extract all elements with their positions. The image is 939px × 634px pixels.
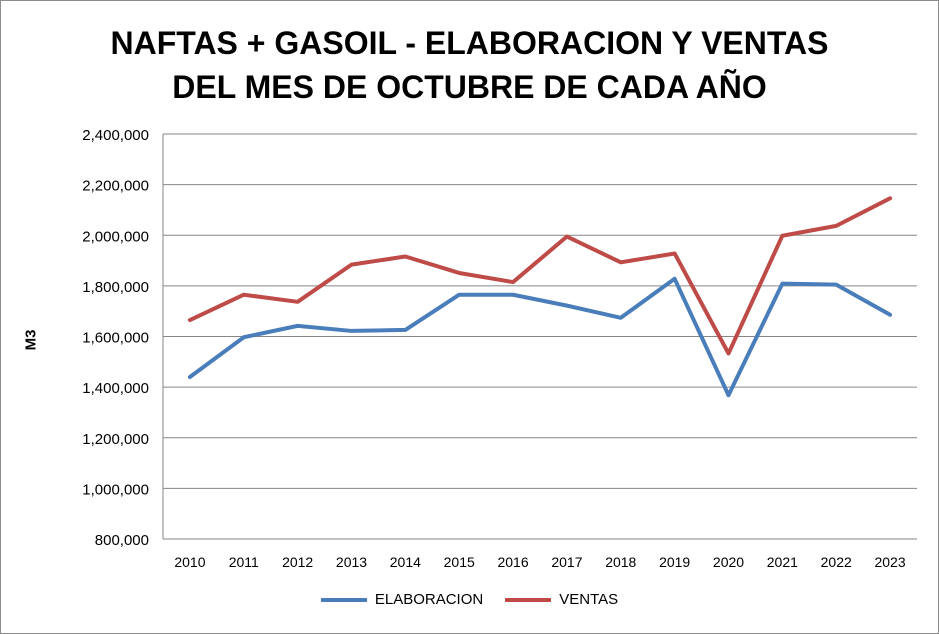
chart-title: NAFTAS + GASOIL - ELABORACION Y VENTAS D… (1, 21, 938, 109)
chart-title-line-1: NAFTAS + GASOIL - ELABORACION Y VENTAS (110, 25, 829, 61)
series-line-elaboracion (187, 276, 893, 398)
legend-item-elaboracion: ELABORACION (320, 591, 484, 608)
x-tick-label: 2016 (497, 554, 528, 570)
y-tick-label: 2,200,000 (82, 178, 149, 195)
legend-label-elaboracion: ELABORACION (374, 591, 484, 608)
x-tick-label: 2020 (713, 554, 744, 570)
y-tick-label: 1,800,000 (82, 279, 149, 296)
legend: ELABORACION VENTAS (1, 591, 938, 608)
y-tick-label: 2,000,000 (82, 228, 149, 245)
legend-swatch-ventas (505, 597, 552, 602)
x-tick-label: 2018 (605, 554, 636, 570)
x-tick-label: 2012 (282, 554, 313, 570)
x-tick-label: 2010 (174, 554, 205, 570)
x-tick-label: 2021 (767, 554, 798, 570)
x-tick-label: 2017 (551, 554, 582, 570)
y-tick-label: 800,000 (95, 532, 149, 549)
x-tick-label: 2013 (336, 554, 367, 570)
y-tick-label: 1,600,000 (82, 330, 149, 347)
legend-label-ventas: VENTAS (559, 591, 619, 608)
y-tick-label: 1,400,000 (82, 380, 149, 397)
x-tick-label: 2022 (821, 554, 852, 570)
legend-swatch-elaboracion (320, 597, 367, 602)
x-tick-label: 2015 (444, 554, 475, 570)
legend-item-ventas: VENTAS (505, 591, 618, 608)
series-line-ventas (187, 196, 893, 356)
x-tick-label: 2011 (229, 554, 259, 570)
y-tick-label: 1,200,000 (82, 431, 149, 448)
y-axis-label: M3 (22, 329, 40, 351)
y-tick-label: 1,000,000 (82, 481, 149, 498)
x-tick-label: 2023 (874, 554, 905, 570)
x-tick-label: 2014 (390, 554, 421, 570)
chart-title-line-2: DEL MES DE OCTUBRE DE CADA AÑO (172, 69, 767, 105)
y-tick-label: 2,400,000 (82, 127, 149, 144)
x-tick-label: 2019 (659, 554, 690, 570)
